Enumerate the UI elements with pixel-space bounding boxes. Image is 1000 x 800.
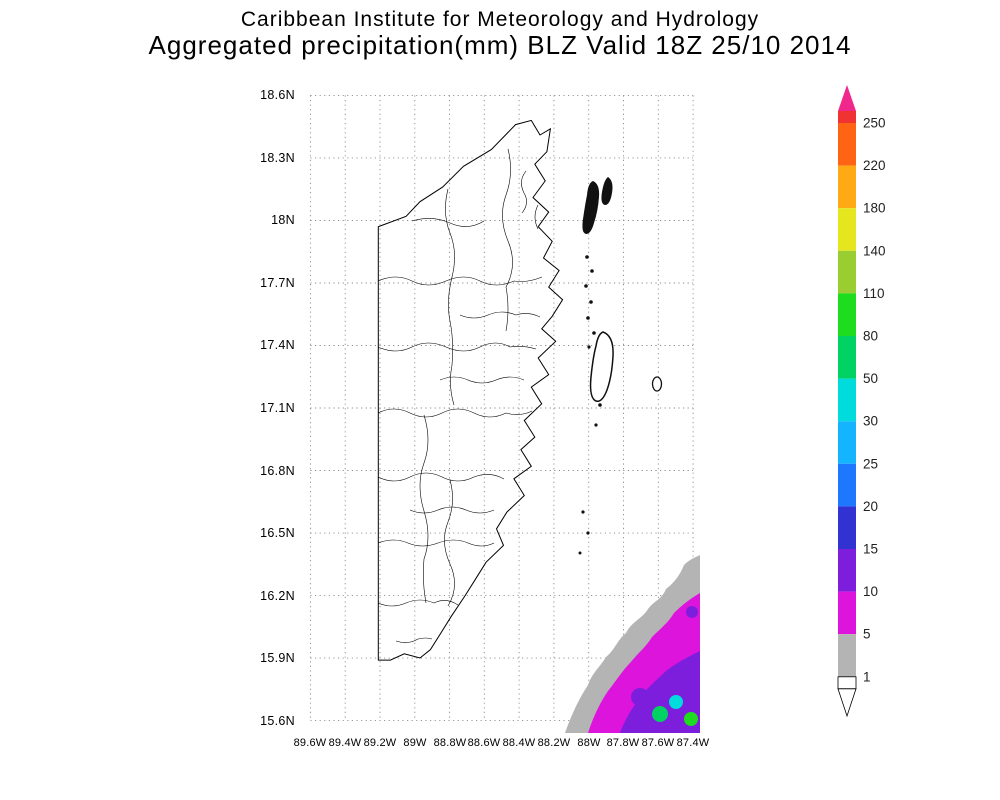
colorbar-label: 1	[863, 669, 871, 684]
x-axis-label: 88.2W	[537, 737, 571, 749]
page-title: Caribbean Institute for Meteorology and …	[240, 8, 760, 31]
y-axis-label: 15.9N	[260, 651, 295, 665]
colorbar-segment	[838, 634, 856, 677]
x-axis-label: 88.4W	[502, 737, 536, 749]
colorbar-label: 180	[863, 201, 886, 216]
x-axis-label: 87.6W	[641, 737, 675, 749]
belize-outline	[377, 119, 564, 661]
y-axis-label: 17.1N	[260, 401, 295, 415]
colorbar-label: 80	[863, 329, 878, 344]
x-axis-label: 89.2W	[363, 737, 397, 749]
turneffe-atoll	[589, 331, 614, 403]
colorbar-label: 30	[863, 414, 878, 429]
colorbar-arrow-up	[838, 85, 856, 111]
colorbar-segment	[838, 293, 856, 336]
colorbar-label: 15	[863, 542, 878, 557]
colorbar: 250 220 180 140 110 80 50 30 25 20 15 10…	[837, 85, 886, 718]
colorbar-segment	[838, 165, 856, 209]
x-axis-label: 88W	[577, 737, 601, 749]
x-axis-label: 89.6W	[293, 737, 327, 749]
colorbar-label: 140	[863, 243, 886, 258]
precip-contours	[565, 555, 700, 733]
colorbar-segment	[838, 250, 856, 294]
y-axis-label: 17.7N	[260, 276, 295, 290]
internal-boundaries	[377, 148, 543, 643]
colorbar-label: 220	[863, 158, 886, 173]
colorbar-arrow-down	[837, 688, 857, 718]
precip-core-50mm	[652, 706, 668, 722]
colorbar-segment	[838, 463, 856, 507]
colorbar-segment	[838, 378, 856, 422]
x-axis-label: 89W	[403, 737, 427, 749]
y-axis-label: 15.6N	[260, 714, 295, 728]
y-axis-label: 16.5N	[260, 526, 295, 540]
colorbar-label: 50	[863, 371, 878, 386]
colorbar-label: 20	[863, 499, 878, 514]
colorbar-segment	[838, 208, 856, 251]
precip-spot-10mm	[686, 606, 698, 618]
precip-spot-10mm	[631, 688, 649, 706]
precip-band-10mm	[620, 651, 700, 733]
colorbar-segment	[838, 111, 856, 123]
colorbar-segment	[838, 506, 856, 549]
y-axis-label: 17.4N	[260, 338, 295, 352]
colorbar-label: 10	[863, 584, 878, 599]
y-axis-label: 16.2N	[260, 589, 295, 603]
x-axis-label: 89.4W	[328, 737, 362, 749]
colorbar-label: 25	[863, 456, 878, 471]
y-axis-label: 18.6N	[260, 88, 295, 102]
map-canvas	[309, 94, 700, 733]
x-axis-label: 88.8W	[433, 737, 467, 749]
colorbar-label: 250	[863, 116, 886, 131]
colorbar-segment	[837, 676, 857, 690]
page-subtitle: Aggregated precipitation(mm) BLZ Valid 1…	[148, 30, 852, 60]
y-axis-label: 16.8N	[260, 464, 295, 478]
y-axis-label: 18.3N	[260, 151, 295, 165]
colorbar-label: 5	[863, 627, 871, 642]
colorbar-segment	[838, 336, 856, 379]
colorbar-segment	[838, 123, 856, 166]
y-axis-label: 18N	[271, 213, 295, 227]
colorbar-label: 110	[863, 286, 885, 301]
cayes	[578, 177, 663, 555]
precip-core-80mm	[684, 712, 698, 726]
colorbar-segment	[838, 591, 856, 635]
colorbar-segment	[838, 421, 856, 464]
x-axis-label: 87.4W	[676, 737, 710, 749]
x-axis-label: 87.8W	[606, 737, 640, 749]
x-axis-label: 88.6W	[467, 737, 501, 749]
colorbar-segment	[838, 549, 856, 592]
precip-core-30mm	[669, 695, 683, 709]
lighthouse-reef	[651, 376, 663, 392]
